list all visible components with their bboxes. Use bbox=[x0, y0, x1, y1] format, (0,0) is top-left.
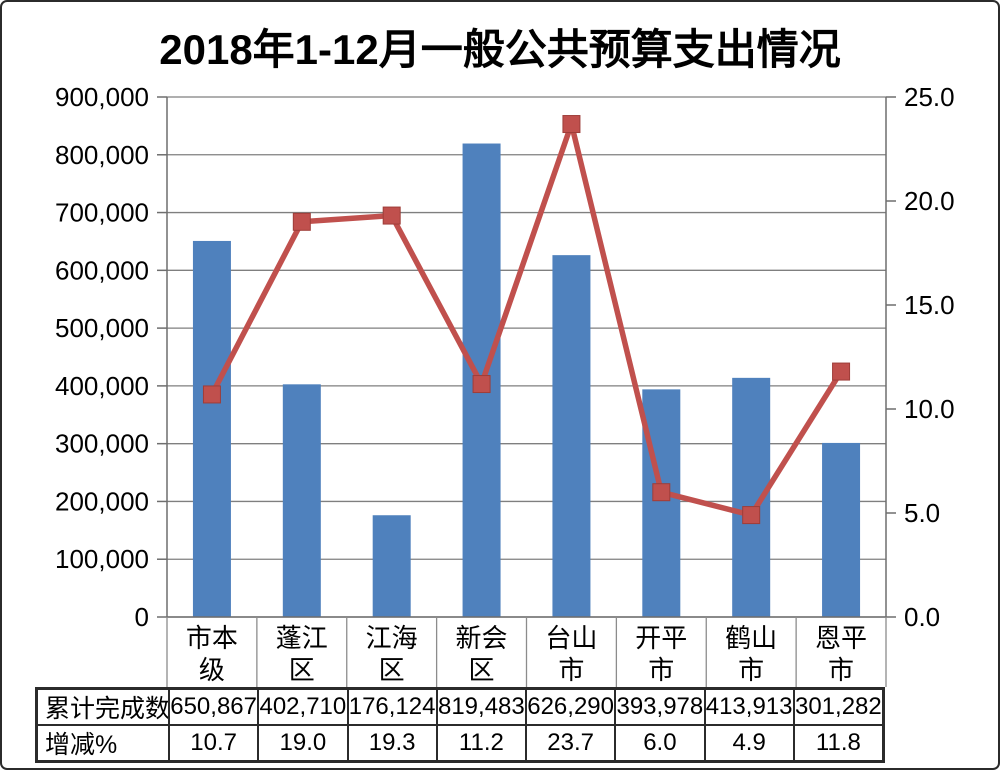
left-axis-label: 300,000 bbox=[55, 429, 149, 459]
left-axis-label: 900,000 bbox=[55, 82, 149, 112]
line-marker-4 bbox=[562, 115, 581, 134]
line-marker-0 bbox=[202, 385, 221, 404]
table-cell-r0-c7: 301,282 bbox=[793, 689, 883, 725]
right-axis-label: 25.0 bbox=[904, 82, 955, 112]
right-axis-label: 0.0 bbox=[904, 602, 940, 632]
line-marker-1 bbox=[292, 212, 311, 231]
table-row-label-1: 增减% bbox=[37, 725, 169, 761]
line-marker-3 bbox=[472, 375, 491, 394]
category-label-5: 开平市 bbox=[635, 623, 687, 685]
table-cell-r1-c2: 19.3 bbox=[347, 725, 437, 761]
right-axis-label: 5.0 bbox=[904, 498, 940, 528]
table-cell-r0-c3: 819,483 bbox=[436, 689, 526, 725]
table-cell-r1-c6: 4.9 bbox=[704, 725, 794, 761]
bar-0 bbox=[192, 240, 231, 617]
trend-line bbox=[209, 121, 844, 518]
line-marker-7 bbox=[832, 362, 851, 381]
left-axis-label: 700,000 bbox=[55, 198, 149, 228]
table-cell-r0-c4: 626,290 bbox=[526, 689, 616, 725]
category-label-0: 市本级 bbox=[186, 623, 238, 685]
table-row-label-0: 累计完成数 bbox=[37, 689, 169, 725]
right-axis-label: 10.0 bbox=[904, 394, 955, 424]
left-axis-label: 400,000 bbox=[55, 371, 149, 401]
bar-4 bbox=[552, 255, 591, 617]
category-label-4: 台山市 bbox=[545, 623, 597, 685]
right-axis-label: 15.0 bbox=[904, 290, 955, 320]
bar-7 bbox=[822, 442, 861, 617]
left-axis-label: 600,000 bbox=[55, 255, 149, 285]
category-label-7: 恩平市 bbox=[815, 623, 867, 685]
table-cell-r1-c0: 10.7 bbox=[169, 725, 259, 761]
data-table: 累计完成数 650,867 402,710 176,124 819,483 626,290… bbox=[35, 687, 885, 763]
table-cell-r1-c4: 23.7 bbox=[526, 725, 616, 761]
line-marker-2 bbox=[382, 206, 401, 225]
table-cell-r1-c3: 11.2 bbox=[436, 725, 526, 761]
category-label-2: 江海区 bbox=[366, 623, 418, 685]
bar-5 bbox=[642, 389, 681, 617]
category-label-1: 蓬江区 bbox=[276, 623, 328, 685]
table-cell-r0-c6: 413,913 bbox=[704, 689, 794, 725]
chart-title: 2018年1-12月一般公共预算支出情况 bbox=[159, 26, 841, 73]
table-cell-r0-c5: 393,978 bbox=[615, 689, 705, 725]
category-label-6: 鹤山市 bbox=[725, 623, 777, 685]
table-cell-r1-c1: 19.0 bbox=[258, 725, 348, 761]
table-cell-r0-c2: 176,124 bbox=[347, 689, 437, 725]
table-cell-r0-c0: 650,867 bbox=[169, 689, 259, 725]
line-marker-6 bbox=[742, 506, 761, 525]
category-label-3: 新会区 bbox=[456, 623, 508, 685]
right-axis-label: 20.0 bbox=[904, 186, 955, 216]
left-axis-label: 800,000 bbox=[55, 140, 149, 170]
left-axis-label: 500,000 bbox=[55, 313, 149, 343]
left-axis-label: 200,000 bbox=[55, 486, 149, 516]
left-axis-label: 100,000 bbox=[55, 544, 149, 574]
bar-1 bbox=[282, 384, 321, 617]
left-axis-label: 0 bbox=[135, 602, 149, 632]
bar-2 bbox=[372, 515, 411, 617]
line-marker-5 bbox=[652, 483, 671, 502]
table-cell-r1-c5: 6.0 bbox=[615, 725, 705, 761]
table-cell-r0-c1: 402,710 bbox=[258, 689, 348, 725]
table-cell-r1-c7: 11.8 bbox=[793, 725, 883, 761]
